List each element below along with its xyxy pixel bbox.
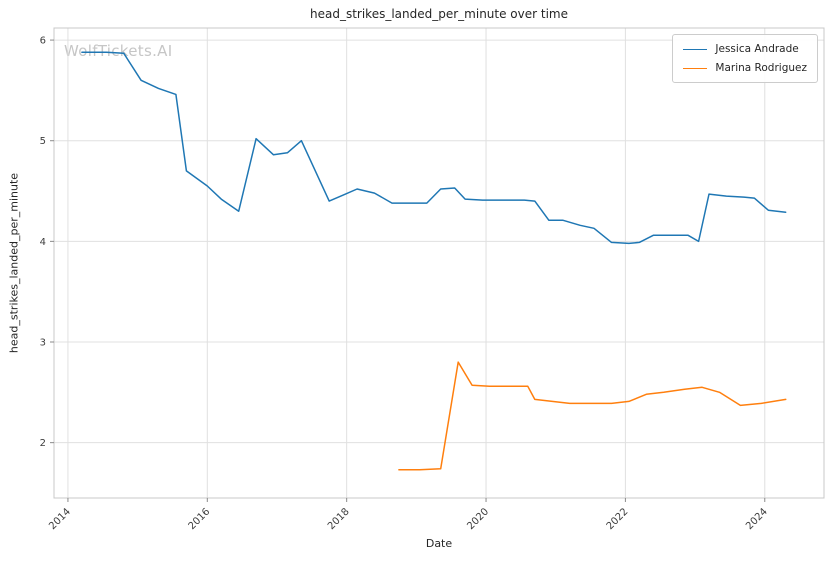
plot-border — [53, 27, 825, 499]
series-line-jessica-andrade — [81, 51, 787, 245]
y-tick-label: 3 — [40, 338, 46, 349]
x-axis-label: Date — [425, 537, 453, 550]
x-tick-label: 2014 — [47, 506, 73, 532]
y-tick-label: 5 — [40, 136, 46, 147]
series-line-marina-rodriguez — [398, 361, 787, 471]
watermark: WolfTickets.AI — [64, 42, 173, 60]
legend-label: Jessica Andrade — [715, 43, 799, 55]
legend: Jessica Andrade Marina Rodriguez — [672, 34, 818, 83]
chart-title: head_strikes_landed_per_minute over time — [309, 7, 568, 21]
x-tick-label: 2022 — [605, 506, 631, 532]
y-tick-label: 6 — [40, 36, 46, 47]
y-tick-label: 2 — [40, 438, 46, 449]
legend-item-jessica-andrade: Jessica Andrade — [683, 43, 807, 55]
legend-label: Marina Rodriguez — [715, 62, 807, 74]
x-tick-label: 2020 — [465, 506, 491, 532]
x-tick-label: 2016 — [187, 506, 213, 532]
x-tick-label: 2018 — [326, 506, 352, 532]
x-tick-label: 2024 — [744, 506, 770, 532]
y-tick-label: 4 — [40, 237, 46, 248]
legend-item-marina-rodriguez: Marina Rodriguez — [683, 62, 807, 74]
legend-line-icon — [683, 67, 708, 69]
legend-line-icon — [683, 48, 708, 50]
